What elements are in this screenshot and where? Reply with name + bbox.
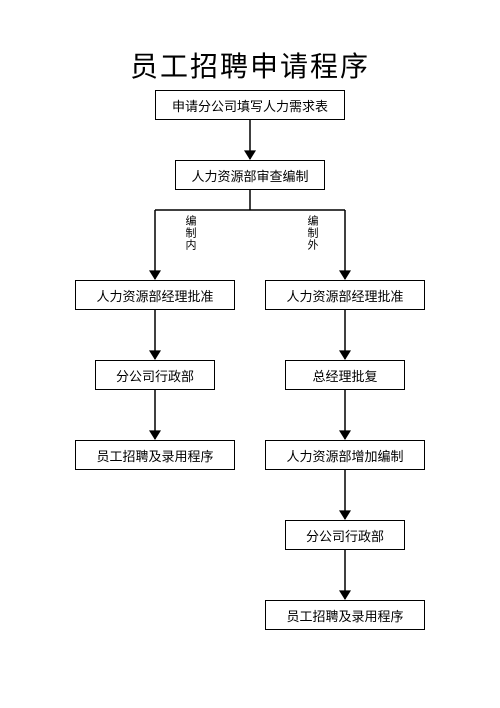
- node-apply: 申请分公司填写人力需求表: [155, 90, 345, 120]
- node-label: 分公司行政部: [116, 366, 194, 385]
- node-recruit-l: 员工招聘及录用程序: [75, 440, 235, 470]
- node-label: 人力资源部经理批准: [286, 286, 403, 305]
- node-label: 总经理批复: [312, 366, 377, 385]
- node-label: 员工招聘及录用程序: [96, 446, 213, 465]
- node-hr-review: 人力资源部审查编制: [175, 160, 325, 190]
- branch-label-right: 编制外: [304, 215, 320, 251]
- node-admin-r: 分公司行政部: [285, 520, 405, 550]
- node-hr-approve-l: 人力资源部经理批准: [75, 280, 235, 310]
- node-label: 分公司行政部: [306, 526, 384, 545]
- node-gm-approve: 总经理批复: [285, 360, 405, 390]
- node-label: 人力资源部增加编制: [286, 446, 403, 465]
- branch-label-left: 编制内: [182, 215, 198, 251]
- node-admin-l: 分公司行政部: [95, 360, 215, 390]
- node-recruit-r: 员工招聘及录用程序: [265, 600, 425, 630]
- node-label: 人力资源部经理批准: [96, 286, 213, 305]
- node-hr-approve-r: 人力资源部经理批准: [265, 280, 425, 310]
- node-label: 员工招聘及录用程序: [286, 606, 403, 625]
- node-label: 申请分公司填写人力需求表: [172, 96, 328, 115]
- node-hr-add: 人力资源部增加编制: [265, 440, 425, 470]
- page-title: 员工招聘申请程序: [0, 45, 500, 85]
- node-label: 人力资源部审查编制: [191, 166, 308, 185]
